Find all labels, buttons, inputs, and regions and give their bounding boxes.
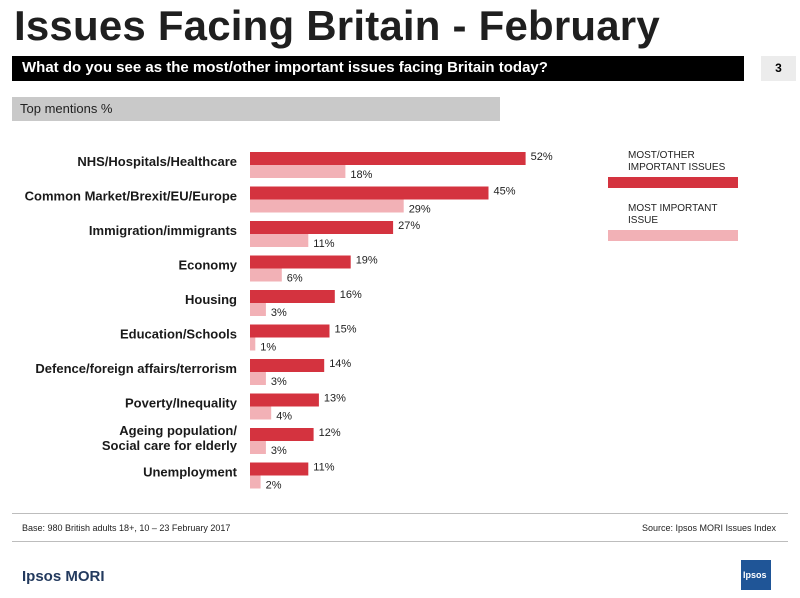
bar-most [250,406,272,420]
data-label: 45% [494,186,516,198]
data-label: 3% [271,445,287,457]
bar-most [250,165,346,178]
legend-label-most-other: MOST/OTHER IMPORTANT ISSUES [628,150,726,173]
base-note: Base: 980 British adults 18+, 10 – 23 Fe… [22,523,231,533]
data-label: 2% [266,480,282,492]
category-label: Education/Schools [120,327,237,342]
data-label: 29% [409,204,431,216]
bar-most-other [250,359,325,372]
data-label: 16% [340,289,362,301]
bar-chart: NHS/Hospitals/Healthcare 52% 18% Common Mar… [25,151,553,492]
data-label: 11% [313,238,334,250]
question-banner: What do you see as the most/other import… [12,56,744,81]
category-label: NHS/Hospitals/Healthcare [77,154,237,169]
data-label: 52% [531,151,553,163]
page-title: Issues Facing Britain - February [14,2,660,49]
data-label: 6% [287,273,303,285]
bar-most-other [250,393,319,407]
category-label: Unemployment [143,465,238,480]
category-label: Economy [178,258,237,273]
category-label: Poverty/Inequality [125,396,238,411]
source-note: Source: Ipsos MORI Issues Index [641,523,776,533]
brand-name: Ipsos MORI [22,568,105,585]
legend-swatch-most [608,230,738,241]
data-label: 4% [276,411,292,423]
bar-most-other [250,428,314,441]
data-label: 12% [319,427,341,439]
bar-most-other [250,255,351,269]
bar-most [250,199,404,213]
bar-most-other [250,186,489,200]
data-label: 18% [350,169,372,181]
ipsos-logo: Ipsos [741,560,771,590]
category-label: Defence/foreign affairs/terrorism [35,361,237,376]
bar-most [250,303,266,316]
data-label: 13% [324,393,346,405]
bar-most [250,441,266,454]
bar-most-other [250,152,526,165]
bar-most [250,337,256,351]
data-label: 11% [313,462,334,474]
footer-divider-top [12,513,788,514]
page-number: 3 [761,56,796,81]
bar-most-other [250,290,335,303]
logo-text: Ipsos [743,570,767,580]
category-label: Housing [185,292,237,307]
category-label: Common Market/Brexit/EU/Europe [25,189,237,204]
legend-swatch-most-other [608,177,738,188]
bar-most-other [250,324,330,338]
legend-label-most: MOST IMPORTANT ISSUE [628,203,718,226]
question-text: What do you see as the most/other import… [22,59,548,76]
subhead-banner: Top mentions % [12,97,500,121]
bar-most [250,475,261,489]
data-label: 3% [271,307,287,319]
bar-most [250,268,282,282]
category-label: Immigration/immigrants [89,223,237,238]
data-label: 27% [398,220,420,232]
bar-most [250,234,309,247]
bar-most [250,372,266,385]
data-label: 3% [271,376,287,388]
data-label: 19% [356,255,378,267]
footer-divider-bottom [12,541,788,542]
category-label: Ageing population/Social care for elderl… [102,423,238,453]
data-label: 1% [260,342,276,354]
data-label: 14% [329,358,351,370]
subhead-text: Top mentions % [20,101,113,116]
bar-most-other [250,221,394,234]
data-label: 15% [335,324,357,336]
bar-most-other [250,462,309,476]
